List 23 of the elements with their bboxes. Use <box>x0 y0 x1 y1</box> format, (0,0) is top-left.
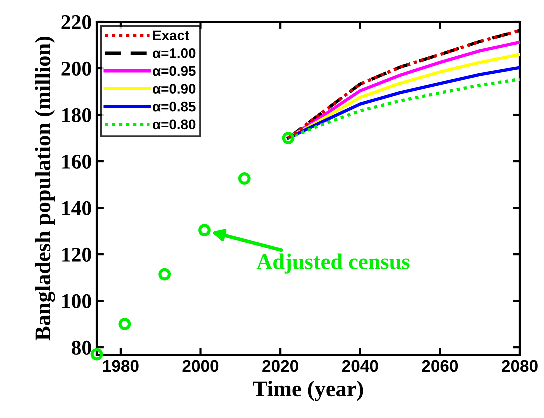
y-tick-label: 100 <box>62 294 92 308</box>
y-tick-label: 180 <box>62 108 92 122</box>
legend-label: α=0.80 <box>153 120 196 130</box>
x-tick-label: 2060 <box>422 360 458 372</box>
x-tick-label: 1980 <box>103 360 139 372</box>
x-tick-label: 2080 <box>502 360 538 372</box>
x-tick-label: 2020 <box>262 360 298 372</box>
y-tick-label: 80 <box>72 340 92 355</box>
x-axis-title: Time (year) <box>253 380 364 402</box>
y-tick-label: 140 <box>62 201 92 216</box>
y-tick-label: 200 <box>62 62 92 76</box>
legend-label: α=0.90 <box>153 84 196 94</box>
y-tick-label: 120 <box>62 248 92 262</box>
y-axis-title: Bangladesh population (million) <box>35 36 56 341</box>
x-tick-label: 2000 <box>182 360 219 372</box>
y-tick-label: 220 <box>62 15 92 30</box>
x-tick-label: 2040 <box>342 360 378 372</box>
legend-label: Exact <box>153 30 190 41</box>
legend-label: α=0.85 <box>153 102 196 112</box>
y-tick-label: 160 <box>62 154 92 169</box>
annotation: Adjusted census <box>256 254 410 274</box>
legend-label: α=0.95 <box>153 66 196 76</box>
legend-label: α=1.00 <box>153 48 196 58</box>
